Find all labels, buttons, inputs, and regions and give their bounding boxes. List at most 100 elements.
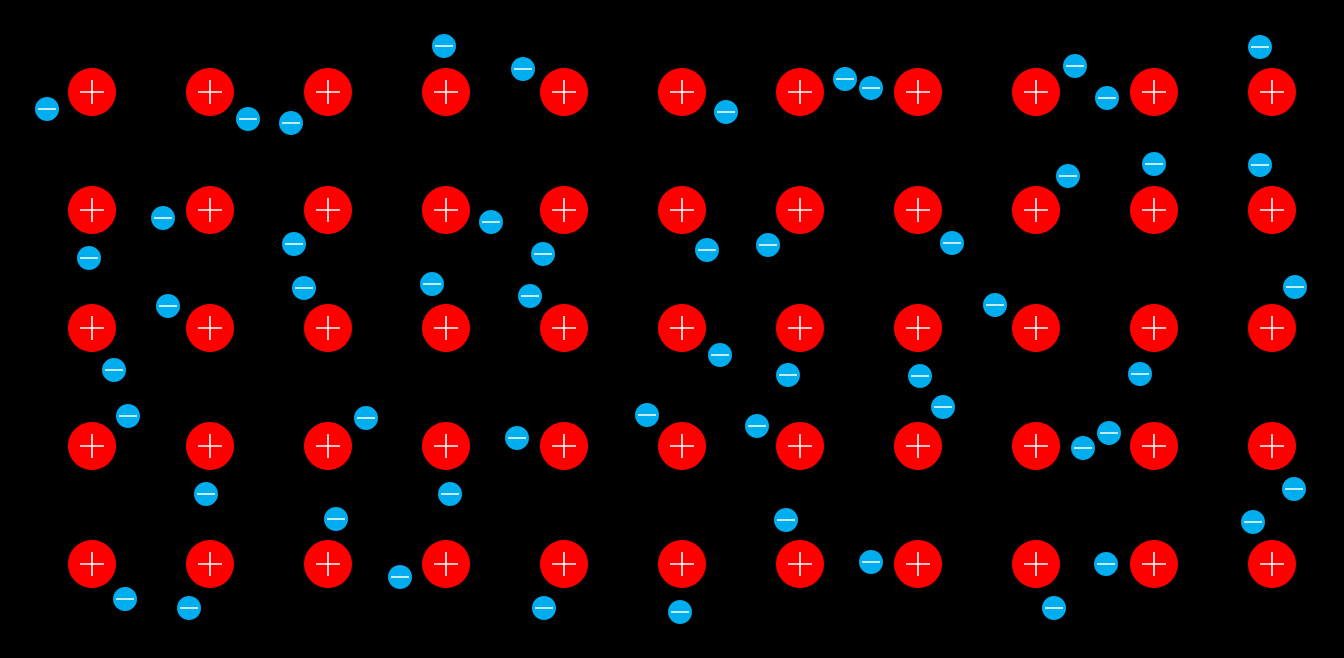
- electron: [1142, 152, 1166, 176]
- electron: [116, 404, 140, 428]
- positive-ion: [540, 422, 588, 470]
- electron: [635, 403, 659, 427]
- electron: [756, 233, 780, 257]
- positive-ion: [304, 304, 352, 352]
- positive-ion: [1130, 422, 1178, 470]
- electron: [1248, 153, 1272, 177]
- electron: [714, 100, 738, 124]
- positive-ion: [1012, 68, 1060, 116]
- electron: [324, 507, 348, 531]
- electron: [1056, 164, 1080, 188]
- electron: [156, 294, 180, 318]
- electron: [774, 508, 798, 532]
- positive-ion: [776, 304, 824, 352]
- electron: [505, 426, 529, 450]
- electron: [282, 232, 306, 256]
- positive-ion: [68, 304, 116, 352]
- electron: [859, 550, 883, 574]
- positive-ion: [304, 68, 352, 116]
- electron: [931, 395, 955, 419]
- positive-ion: [894, 68, 942, 116]
- positive-ion: [894, 186, 942, 234]
- positive-ion: [776, 186, 824, 234]
- positive-ion: [658, 304, 706, 352]
- positive-ion: [658, 186, 706, 234]
- electron: [833, 67, 857, 91]
- electron: [113, 587, 137, 611]
- positive-ion: [540, 186, 588, 234]
- positive-ion: [1012, 422, 1060, 470]
- positive-ion: [186, 304, 234, 352]
- positive-ion: [68, 68, 116, 116]
- positive-ion: [1012, 540, 1060, 588]
- electron: [236, 107, 260, 131]
- positive-ion: [894, 422, 942, 470]
- positive-ion: [186, 68, 234, 116]
- positive-ion: [1130, 68, 1178, 116]
- positive-ion: [658, 68, 706, 116]
- electron: [745, 414, 769, 438]
- electron: [859, 76, 883, 100]
- positive-ion: [658, 540, 706, 588]
- electron: [35, 97, 59, 121]
- electron: [695, 238, 719, 262]
- positive-ion: [540, 540, 588, 588]
- positive-ion: [186, 540, 234, 588]
- positive-ion: [1248, 186, 1296, 234]
- positive-ion: [1248, 422, 1296, 470]
- positive-ion: [68, 540, 116, 588]
- electron: [708, 343, 732, 367]
- electron: [177, 596, 201, 620]
- electron: [1248, 35, 1272, 59]
- positive-ion: [304, 540, 352, 588]
- positive-ion: [422, 540, 470, 588]
- positive-ion: [304, 186, 352, 234]
- positive-ion: [1248, 304, 1296, 352]
- positive-ion: [422, 304, 470, 352]
- electron: [511, 57, 535, 81]
- positive-ion: [894, 540, 942, 588]
- electron: [518, 284, 542, 308]
- positive-ion: [422, 422, 470, 470]
- electron: [354, 406, 378, 430]
- electron: [1283, 275, 1307, 299]
- electron: [1042, 596, 1066, 620]
- electron: [1063, 54, 1087, 78]
- electron: [1128, 362, 1152, 386]
- electron: [908, 364, 932, 388]
- electron: [432, 34, 456, 58]
- positive-ion: [540, 68, 588, 116]
- electron: [668, 600, 692, 624]
- electron: [479, 210, 503, 234]
- electron: [151, 206, 175, 230]
- positive-ion: [1248, 68, 1296, 116]
- positive-ion-lattice: [68, 68, 1296, 588]
- electron: [983, 293, 1007, 317]
- positive-ion: [304, 422, 352, 470]
- electron: [438, 482, 462, 506]
- positive-ion: [1130, 540, 1178, 588]
- electron: [940, 231, 964, 255]
- positive-ion: [186, 422, 234, 470]
- electron-sea: [35, 34, 1307, 624]
- positive-ion: [776, 422, 824, 470]
- positive-ion: [776, 540, 824, 588]
- positive-ion: [540, 304, 588, 352]
- electron: [532, 596, 556, 620]
- electron: [1282, 477, 1306, 501]
- positive-ion: [186, 186, 234, 234]
- electron: [77, 246, 101, 270]
- positive-ion: [776, 68, 824, 116]
- electron: [292, 276, 316, 300]
- electron: [194, 482, 218, 506]
- positive-ion: [1248, 540, 1296, 588]
- electron: [1097, 421, 1121, 445]
- electron: [420, 272, 444, 296]
- electron: [531, 242, 555, 266]
- positive-ion: [1012, 186, 1060, 234]
- positive-ion: [422, 186, 470, 234]
- positive-ion: [1130, 304, 1178, 352]
- electron: [102, 358, 126, 382]
- positive-ion: [894, 304, 942, 352]
